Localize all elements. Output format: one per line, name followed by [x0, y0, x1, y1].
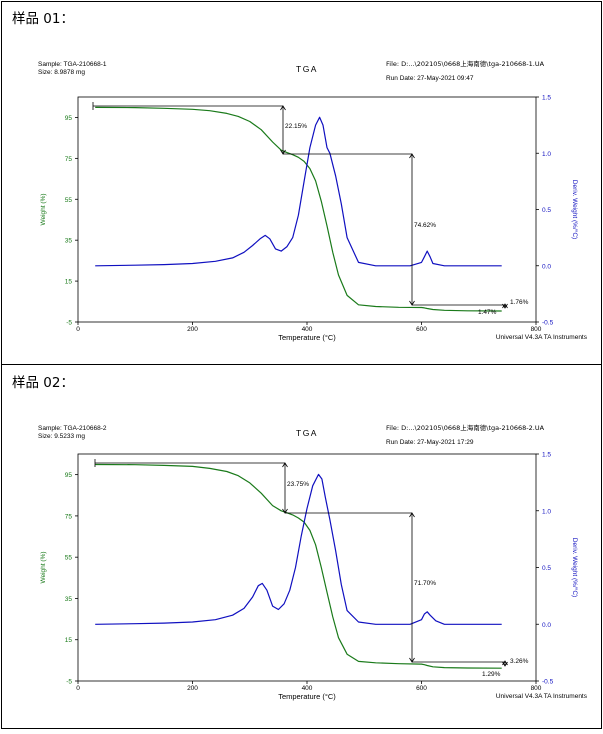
- x-axis-label: Temperature (°C): [278, 333, 336, 342]
- y2-tick-label: -0.5: [542, 320, 554, 327]
- sample-id-text: Sample: TGA-210668-2: [38, 425, 107, 432]
- sample-heading: 样品 01：: [12, 11, 74, 27]
- plot-frame: [77, 96, 537, 323]
- y2-tick-label: 0.0: [542, 263, 551, 270]
- y-tick-label: 15: [65, 637, 73, 644]
- y-tick-label: 75: [65, 156, 73, 163]
- weight-series-line: [95, 106, 502, 312]
- arrow-head-down: [502, 303, 508, 309]
- x-tick-label: 800: [531, 326, 542, 333]
- arrow-head-up: [502, 303, 508, 309]
- instrument-footer: Universal V4.3A TA Instruments: [496, 693, 588, 700]
- instrument-footer: Universal V4.3A TA Instruments: [496, 334, 588, 341]
- plot-frame: [77, 453, 537, 682]
- arrow-head-up: [409, 512, 415, 518]
- arrow-head-down: [282, 508, 288, 514]
- y-tick-label: 95: [65, 115, 73, 122]
- y2-tick-label: 1.5: [542, 95, 551, 102]
- y-tick-label: 95: [65, 472, 73, 479]
- y-tick-label: -5: [66, 679, 72, 686]
- deriv-weight-series-line: [95, 116, 502, 267]
- x-tick-label: 400: [302, 326, 313, 333]
- sample-id-text: Sample: TGA-210668-1: [38, 61, 107, 68]
- y2-tick-label: 0.5: [542, 565, 551, 572]
- sample-heading: 样品 02：: [12, 375, 74, 391]
- chart-title: TGA: [296, 428, 318, 438]
- x-tick-label: 200: [187, 685, 198, 692]
- sample-size-text: Size: 8.9878 mg: [38, 69, 85, 76]
- weight-loss-annotation: 1.47%: [478, 309, 497, 316]
- y2-axis-label: Deriv. Weight (%/°C): [571, 180, 579, 239]
- arrow-head-down: [409, 657, 415, 663]
- weight-loss-annotation: 71.70%: [414, 580, 436, 587]
- y-tick-label: 75: [65, 513, 73, 520]
- y-tick-label: 55: [65, 555, 73, 562]
- x-tick-label: 200: [187, 326, 198, 333]
- file-path-text: File: D:...\202105\0668上海南德\tga-210668-2…: [386, 423, 545, 432]
- x-tick-label: 0: [76, 326, 80, 333]
- y-tick-label: -5: [66, 320, 72, 327]
- y-tick-label: 35: [65, 596, 73, 603]
- arrow-head-down: [280, 149, 286, 155]
- x-tick-label: 400: [302, 685, 313, 692]
- y2-axis-label: Deriv. Weight (%/°C): [571, 538, 579, 597]
- arrow-head-down: [409, 300, 415, 306]
- y-axis-label: Weight (%): [40, 551, 47, 583]
- y2-tick-label: 0.0: [542, 622, 551, 629]
- arrow-head-up: [409, 153, 415, 159]
- weight-loss-annotation: 3.26%: [510, 658, 529, 665]
- x-tick-label: 600: [416, 326, 427, 333]
- run-date-text: Run Date: 27-May-2021 17:29: [386, 439, 474, 446]
- deriv-weight-series-line: [95, 473, 502, 625]
- sample-size-text: Size: 9.5233 mg: [38, 433, 85, 440]
- arrow-head-up: [280, 105, 286, 111]
- weight-loss-annotation: 22.15%: [285, 123, 307, 130]
- weight-loss-annotation: 1.76%: [510, 299, 529, 306]
- weight-loss-annotation: 23.75%: [287, 481, 309, 488]
- chart-title: TGA: [296, 64, 318, 74]
- y-axis-label: Weight (%): [40, 193, 47, 225]
- x-tick-label: 800: [531, 685, 542, 692]
- x-tick-label: 0: [76, 685, 80, 692]
- weight-loss-annotation: 1.29%: [482, 671, 501, 678]
- arrow-head-up: [282, 462, 288, 468]
- weight-loss-annotation: 74.62%: [414, 222, 436, 229]
- y-tick-label: 35: [65, 238, 73, 245]
- run-date-text: Run Date: 27-May-2021 09:47: [386, 75, 474, 82]
- x-axis-label: Temperature (°C): [278, 692, 336, 701]
- y2-tick-label: -0.5: [542, 679, 554, 686]
- y-tick-label: 15: [65, 279, 73, 286]
- file-path-text: File: D:...\202105\0668上海南德\tga-210668-1…: [386, 59, 545, 68]
- y2-tick-label: 1.0: [542, 508, 551, 515]
- y-tick-label: 55: [65, 197, 73, 204]
- arrow-head-down: [502, 661, 508, 667]
- x-tick-label: 600: [416, 685, 427, 692]
- weight-series-line: [95, 463, 502, 669]
- y2-tick-label: 1.0: [542, 151, 551, 158]
- y2-tick-label: 0.5: [542, 207, 551, 214]
- y2-tick-label: 1.5: [542, 452, 551, 459]
